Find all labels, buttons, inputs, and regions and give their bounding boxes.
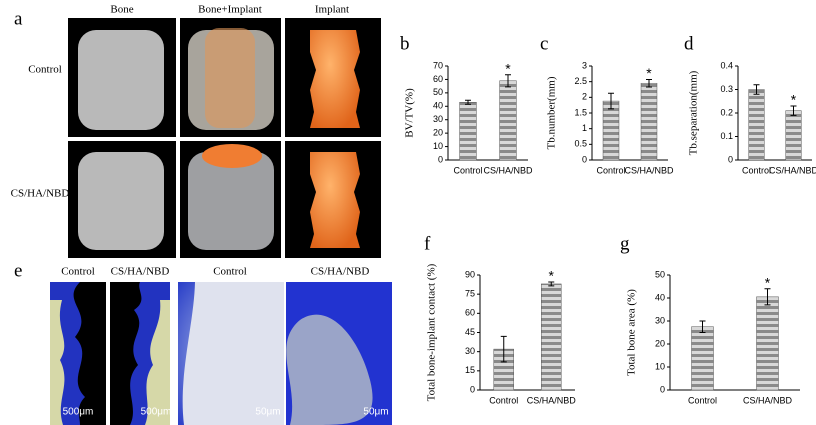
- x-tick-label: CS/HA/NBD: [624, 165, 674, 175]
- error-bar: [646, 78, 652, 88]
- image-label: Control: [213, 266, 247, 278]
- panel-label: c: [540, 33, 548, 54]
- error-bar: [753, 84, 760, 95]
- y-tick-label: 1.5: [574, 107, 587, 117]
- significance-mark: *: [505, 60, 511, 76]
- y-tick-label: 50: [433, 87, 443, 97]
- bar: [748, 89, 765, 161]
- row-label: CS/HA/NBD: [11, 188, 70, 200]
- y-tick-label: 0: [582, 154, 587, 164]
- bar: [691, 326, 714, 391]
- image-label: CS/HA/NBD: [111, 266, 170, 278]
- error-bar: [500, 335, 507, 363]
- y-tick-label: 3: [582, 60, 587, 70]
- y-tick-label: 0: [470, 384, 475, 394]
- bar: [756, 296, 779, 391]
- scale-bar-label: 500μm: [141, 407, 172, 418]
- y-tick-label: 1: [582, 123, 587, 133]
- y-tick-label: 60: [465, 308, 475, 318]
- y-tick-label: 15: [465, 365, 475, 375]
- scale-bar-label: 50μm: [363, 407, 388, 418]
- x-tick-label: Control: [742, 165, 771, 175]
- panel-label: a: [14, 8, 23, 29]
- bar: [541, 283, 562, 391]
- scale-bar-label: 50μm: [255, 407, 280, 418]
- y-tick-label: 0.3: [720, 84, 733, 94]
- error-bar: [505, 74, 511, 88]
- y-tick-label: 70: [433, 60, 443, 70]
- column-header: Bone: [110, 4, 133, 16]
- scale-bar-label: 500μm: [63, 407, 94, 418]
- y-axis-label: Tb.separation(mm): [688, 70, 700, 155]
- panel-a: a Bone Bone+Implant Implant Control CS/H…: [11, 4, 381, 258]
- y-tick-label: 20: [655, 338, 665, 348]
- image-label: CS/HA/NBD: [311, 266, 370, 278]
- bar: [499, 80, 517, 161]
- image: [68, 18, 381, 258]
- row-label: Control: [28, 64, 62, 76]
- y-tick-label: 0.4: [720, 60, 733, 70]
- error-bar: [699, 320, 706, 333]
- panel-label: e: [14, 260, 22, 281]
- y-tick-label: 20: [433, 128, 443, 138]
- y-axis-label: Total bone-implant contact (%): [426, 263, 438, 401]
- y-tick-label: 10: [655, 361, 665, 371]
- y-tick-label: 0.5: [574, 139, 587, 149]
- x-tick-label: CS/HA/NBD: [483, 165, 533, 175]
- error-bar: [790, 105, 797, 116]
- y-tick-label: 60: [433, 74, 443, 84]
- y-tick-label: 30: [655, 315, 665, 325]
- bar: [602, 100, 620, 161]
- y-axis-label: BV/TV(%): [404, 88, 416, 138]
- y-tick-label: 10: [433, 141, 443, 151]
- y-tick-label: 45: [465, 327, 475, 337]
- x-tick-label: Control: [489, 395, 518, 405]
- x-tick-label: CS/HA/NBD: [743, 395, 793, 405]
- error-bar: [608, 92, 614, 110]
- y-tick-label: 40: [433, 101, 443, 111]
- y-tick-label: 2: [582, 92, 587, 102]
- y-tick-label: 90: [465, 269, 475, 279]
- column-header: Implant: [315, 4, 349, 16]
- error-bar: [764, 288, 771, 306]
- y-tick-label: 0.1: [720, 131, 733, 141]
- bar: [459, 102, 477, 161]
- y-tick-label: 0.2: [720, 107, 733, 117]
- y-tick-label: 30: [433, 114, 443, 124]
- bar: [640, 82, 658, 161]
- x-tick-label: Control: [688, 395, 717, 405]
- panel-label: f: [424, 233, 431, 254]
- column-header: Bone+Implant: [198, 4, 262, 16]
- y-tick-label: 0: [660, 384, 665, 394]
- y-tick-label: 75: [465, 289, 475, 299]
- y-tick-label: 2.5: [574, 76, 587, 86]
- x-tick-label: CS/HA/NBD: [769, 165, 816, 175]
- x-tick-label: Control: [453, 165, 482, 175]
- panel-label: b: [400, 33, 410, 54]
- significance-mark: *: [791, 92, 797, 108]
- y-tick-label: 0: [728, 154, 733, 164]
- y-axis-label: Total bone area (%): [626, 289, 638, 376]
- image-label: Control: [61, 266, 95, 278]
- significance-mark: *: [549, 268, 555, 284]
- y-tick-label: 30: [465, 346, 475, 356]
- error-bar: [548, 281, 555, 287]
- significance-mark: *: [765, 275, 771, 291]
- y-axis-label: Tb.number(mm): [546, 76, 558, 149]
- error-bar: [465, 99, 471, 105]
- panel-label: d: [684, 33, 694, 54]
- bar: [785, 110, 802, 161]
- image: [50, 282, 392, 425]
- significance-mark: *: [646, 65, 652, 81]
- x-tick-label: CS/HA/NBD: [527, 395, 577, 405]
- y-tick-label: 40: [655, 292, 665, 302]
- panel-label: g: [620, 233, 630, 254]
- x-tick-label: Control: [596, 165, 625, 175]
- y-tick-label: 0: [438, 154, 443, 164]
- panel-e: e Control CS/HA/NBD Control CS/HA/NBD 50…: [14, 260, 392, 425]
- y-tick-label: 50: [655, 269, 665, 279]
